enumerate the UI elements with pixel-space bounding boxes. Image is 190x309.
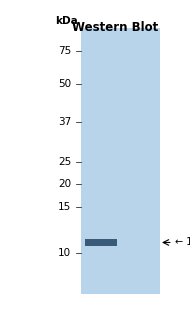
Text: 75: 75	[58, 46, 71, 56]
Text: 10: 10	[58, 248, 71, 257]
Text: Western Blot: Western Blot	[72, 21, 159, 34]
Text: ← 14kDa: ← 14kDa	[174, 238, 190, 248]
Text: 37: 37	[58, 117, 71, 127]
Text: 50: 50	[58, 79, 71, 89]
Text: 15: 15	[58, 201, 71, 212]
Bar	[81, 28, 160, 294]
Text: kDa: kDa	[55, 15, 78, 26]
Text: 20: 20	[58, 179, 71, 188]
Text: 25: 25	[58, 157, 71, 167]
Bar	[85, 239, 117, 246]
